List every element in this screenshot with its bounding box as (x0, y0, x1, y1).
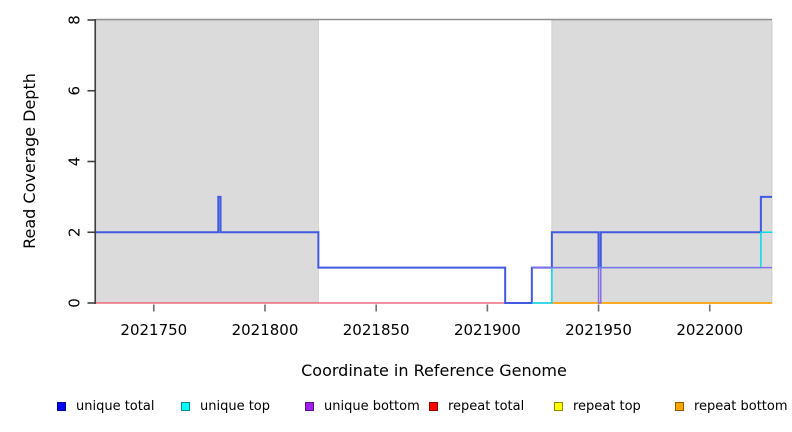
legend-swatch-icon (554, 401, 563, 411)
shaded-block-right (551, 19, 773, 304)
legend-label: repeat total (448, 398, 525, 414)
x-axis-tick-label: 2021950 (565, 321, 632, 339)
x-axis-tick-label: 2021800 (232, 321, 299, 339)
y-axis-tick-label: 6 (66, 86, 84, 96)
legend-label: repeat top (573, 398, 641, 414)
x-axis-tick-label: 2021850 (343, 321, 410, 339)
legend-item-repeat-total: repeat total (429, 397, 524, 415)
y-axis-tick-label: 4 (66, 157, 84, 167)
x-axis-label: Coordinate in Reference Genome (301, 361, 567, 380)
legend-swatch-icon (181, 401, 190, 411)
legend-item-repeat-top: repeat top (554, 397, 641, 415)
legend-swatch-icon (305, 401, 314, 411)
series-line-unique-total (96, 195, 772, 304)
series-line-unique-bottom (531, 266, 772, 304)
x-axis-tick-label: 2021900 (454, 321, 521, 339)
y-axis-tick-label: 0 (66, 298, 84, 308)
legend-swatch-icon (57, 401, 66, 411)
shaded-block-left (95, 19, 319, 304)
legend-swatch-icon (429, 401, 438, 411)
y-axis-tick-label: 2 (66, 227, 84, 237)
legend-item-repeat-bottom: repeat bottom (675, 397, 788, 415)
legend-swatch-icon (675, 401, 684, 411)
legend-item-unique-total: unique total (57, 397, 154, 415)
x-axis-tick-label: 2021750 (120, 321, 187, 339)
y-axis-label: Read Coverage Depth (20, 73, 39, 249)
legend-item-unique-top: unique top (181, 397, 270, 415)
legend-label: repeat bottom (694, 398, 788, 414)
legend-label: unique total (76, 398, 155, 414)
legend-label: unique top (200, 398, 271, 414)
legend-label: unique bottom (324, 398, 420, 414)
y-axis-tick-label: 8 (66, 15, 84, 25)
legend-item-unique-bottom: unique bottom (305, 397, 420, 415)
chart-legend: unique total unique top unique bottom repea… (0, 397, 792, 421)
x-axis-tick-label: 2022000 (676, 321, 743, 339)
